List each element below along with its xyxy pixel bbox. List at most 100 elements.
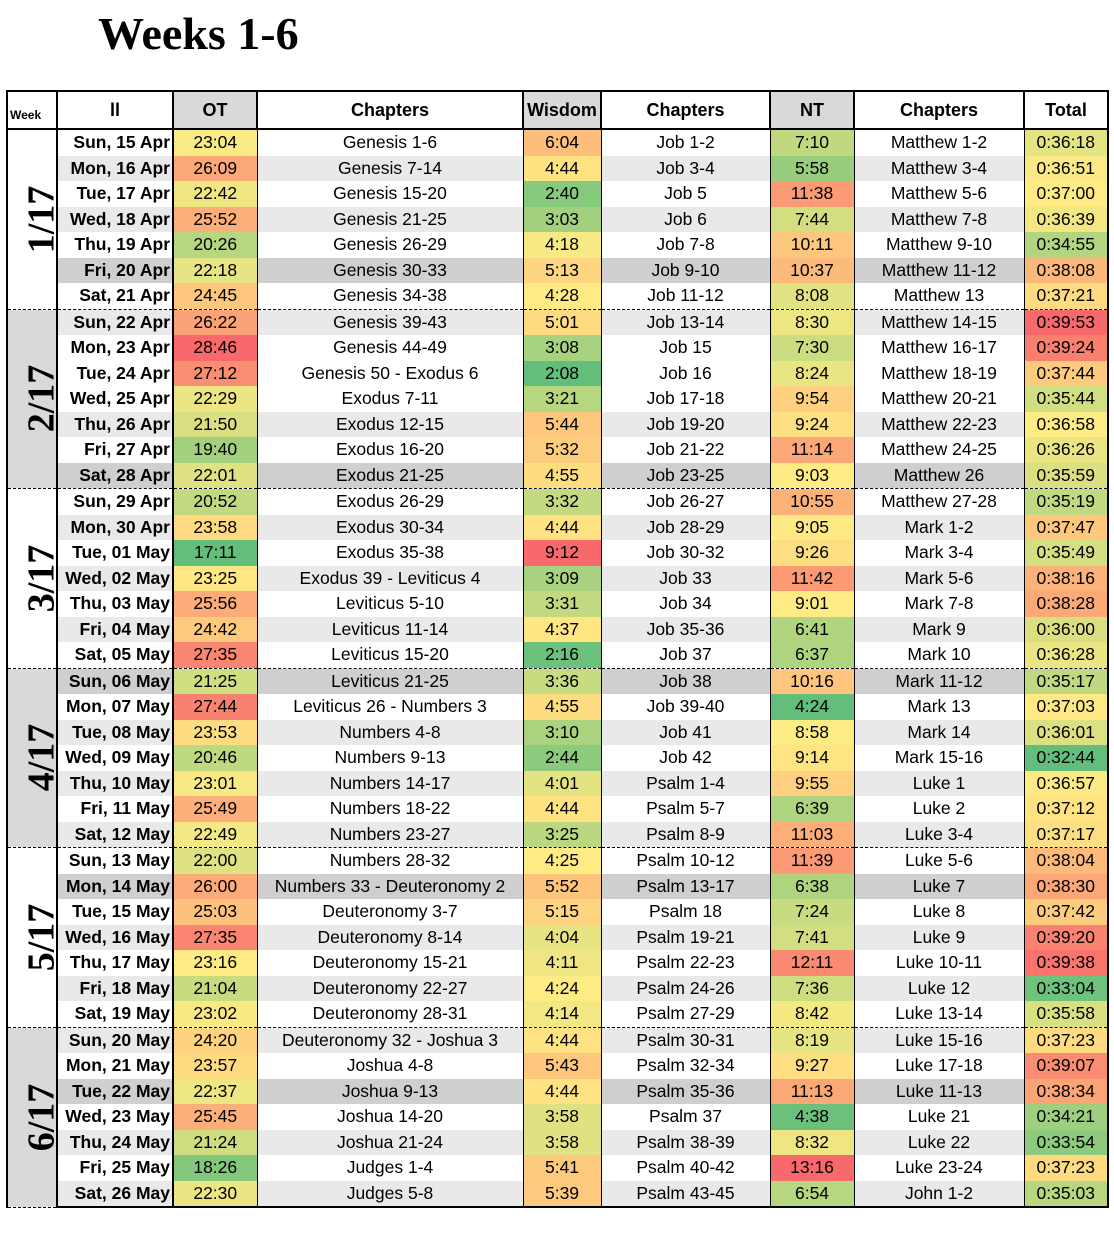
- wisdom-time-cell: 3:58: [523, 1129, 602, 1155]
- header-wisdom: Wisdom: [522, 90, 602, 130]
- total-time-cell: 0:32:44: [1024, 745, 1109, 771]
- total-time-cell: 0:35:19: [1024, 488, 1109, 515]
- total-time-cell: 0:38:16: [1024, 565, 1109, 591]
- nt-chapters-cell: Mark 9: [854, 616, 1025, 642]
- week-label: 1/17: [6, 129, 58, 310]
- ot-time-cell: 28:46: [173, 335, 258, 361]
- ot-time-cell: 23:53: [173, 719, 258, 745]
- wisdom-time-cell: 5:41: [523, 1155, 602, 1181]
- ot-chapters-cell: Numbers 23-27: [257, 821, 524, 848]
- wisdom-time-cell: 3:36: [523, 668, 602, 694]
- ot-time-cell: 23:01: [173, 770, 258, 796]
- table-row: Tue, 08 May 23:53 Numbers 4-8 3:10 Job 41 8:5…: [7, 719, 1109, 745]
- header-row: Week ll OT Chapters Wisdom Chapters NT C…: [6, 90, 1109, 130]
- day-cell: Wed, 25 Apr: [57, 386, 174, 412]
- table-row: 4/17 Sun, 06 May 21:25 Leviticus 21-25 3:36 J…: [6, 668, 1109, 848]
- ot-time-cell: 27:44: [173, 694, 258, 720]
- wisdom-time-cell: 2:40: [523, 181, 602, 207]
- nt-time-cell: 11:13: [770, 1078, 855, 1104]
- nt-time-cell: 8:42: [770, 1001, 855, 1028]
- wisdom-time-cell: 2:08: [523, 360, 602, 386]
- ot-chapters-cell: Exodus 21-25: [257, 462, 524, 489]
- header-nt: NT: [769, 90, 855, 130]
- ot-chapters-cell: Numbers 28-32: [257, 847, 524, 874]
- ot-chapters-cell: Joshua 21-24: [257, 1129, 524, 1155]
- ot-chapters-cell: Genesis 30-33: [257, 257, 524, 283]
- nt-chapters-cell: Luke 22: [854, 1129, 1025, 1155]
- wisdom-chapters-cell: Job 30-32: [601, 540, 771, 566]
- table-row: Mon, 16 Apr 26:09 Genesis 7-14 4:44 Job 3-4 5…: [7, 155, 1109, 181]
- ot-time-cell: 22:42: [173, 181, 258, 207]
- table-row: 5/17 Sun, 13 May 22:00 Numbers 28-32 4:25 Psa…: [6, 847, 1109, 1028]
- ot-chapters-cell: Deuteronomy 15-21: [257, 950, 524, 976]
- table-row: Fri, 27 Apr 19:40 Exodus 16-20 5:32 Job 21-2…: [7, 437, 1109, 463]
- ot-chapters-cell: Numbers 18-22: [257, 796, 524, 822]
- week-label-text: 6/17: [20, 1083, 57, 1151]
- nt-chapters-cell: Matthew 13: [854, 283, 1025, 310]
- total-time-cell: 0:35:58: [1024, 1001, 1109, 1028]
- wisdom-chapters-cell: Job 37: [601, 642, 771, 669]
- wisdom-time-cell: 4:04: [523, 924, 602, 950]
- ot-chapters-cell: Joshua 4-8: [257, 1053, 524, 1079]
- wisdom-chapters-cell: Job 42: [601, 745, 771, 771]
- table-row: Tue, 01 May 17:11 Exodus 35-38 9:12 Job 30-3…: [7, 540, 1109, 566]
- ot-chapters-cell: Exodus 7-11: [257, 386, 524, 412]
- day-cell: Sat, 26 May: [57, 1180, 174, 1208]
- nt-chapters-cell: Luke 23-24: [854, 1155, 1025, 1181]
- wisdom-chapters-cell: Job 23-25: [601, 462, 771, 489]
- day-cell: Wed, 02 May: [57, 565, 174, 591]
- ot-time-cell: 22:37: [173, 1078, 258, 1104]
- ot-chapters-cell: Genesis 7-14: [257, 155, 524, 181]
- wisdom-chapters-cell: Psalm 24-26: [601, 975, 771, 1001]
- total-time-cell: 0:35:44: [1024, 386, 1109, 412]
- ot-chapters-cell: Genesis 15-20: [257, 181, 524, 207]
- ot-time-cell: 25:03: [173, 899, 258, 925]
- wisdom-time-cell: 3:32: [523, 488, 602, 515]
- wisdom-chapters-cell: Job 34: [601, 591, 771, 617]
- wisdom-chapters-cell: Job 28-29: [601, 514, 771, 540]
- wisdom-chapters-cell: Job 19-20: [601, 411, 771, 437]
- table-row: Tue, 17 Apr 22:42 Genesis 15-20 2:40 Job 5 11…: [7, 181, 1109, 207]
- wisdom-chapters-cell: Job 5: [601, 181, 771, 207]
- ot-chapters-cell: Genesis 34-38: [257, 283, 524, 310]
- table-row: Wed, 16 May 27:35 Deuteronomy 8-14 4:04 Psal…: [7, 924, 1109, 950]
- nt-time-cell: 7:24: [770, 899, 855, 925]
- reading-schedule-table: Week ll OT Chapters Wisdom Chapters NT C…: [6, 90, 1109, 1208]
- ot-time-cell: 26:09: [173, 155, 258, 181]
- table-row: Mon, 23 Apr 28:46 Genesis 44-49 3:08 Job 15 7…: [7, 335, 1109, 361]
- nt-chapters-cell: Matthew 14-15: [854, 309, 1025, 335]
- nt-chapters-cell: Mark 15-16: [854, 745, 1025, 771]
- ot-chapters-cell: Exodus 39 - Leviticus 4: [257, 565, 524, 591]
- nt-chapters-cell: Luke 11-13: [854, 1078, 1025, 1104]
- table-row: Fri, 20 Apr 22:18 Genesis 30-33 5:13 Job 9-1…: [7, 257, 1109, 283]
- nt-time-cell: 13:16: [770, 1155, 855, 1181]
- page-title: Weeks 1-6: [98, 8, 299, 59]
- wisdom-chapters-cell: Psalm 10-12: [601, 847, 771, 874]
- wisdom-chapters-cell: Psalm 43-45: [601, 1180, 771, 1208]
- ot-chapters-cell: Genesis 50 - Exodus 6: [257, 360, 524, 386]
- nt-time-cell: 10:11: [770, 232, 855, 258]
- ot-chapters-cell: Numbers 9-13: [257, 745, 524, 771]
- wisdom-chapters-cell: Job 41: [601, 719, 771, 745]
- nt-chapters-cell: Mark 1-2: [854, 514, 1025, 540]
- total-time-cell: 0:36:01: [1024, 719, 1109, 745]
- total-time-cell: 0:37:17: [1024, 821, 1109, 848]
- wisdom-chapters-cell: Psalm 19-21: [601, 924, 771, 950]
- day-cell: Wed, 18 Apr: [57, 206, 174, 232]
- nt-chapters-cell: Mark 11-12: [854, 668, 1025, 694]
- wisdom-chapters-cell: Psalm 37: [601, 1104, 771, 1130]
- nt-chapters-cell: Matthew 16-17: [854, 335, 1025, 361]
- table-row: Thu, 24 May 21:24 Joshua 21-24 3:58 Psalm 38…: [7, 1129, 1109, 1155]
- ot-chapters-cell: Numbers 33 - Deuteronomy 2: [257, 873, 524, 899]
- table-row: Tue, 15 May 25:03 Deuteronomy 3-7 5:15 Psalm…: [7, 899, 1109, 925]
- wisdom-chapters-cell: Job 11-12: [601, 283, 771, 310]
- day-cell: Thu, 10 May: [57, 770, 174, 796]
- table-row: Wed, 23 May 25:45 Joshua 14-20 3:58 Psalm 37…: [7, 1104, 1109, 1130]
- nt-time-cell: 11:38: [770, 181, 855, 207]
- ot-time-cell: 25:45: [173, 1104, 258, 1130]
- week-label: 6/17: [6, 1027, 58, 1208]
- ot-time-cell: 26:22: [173, 309, 258, 335]
- total-time-cell: 0:36:00: [1024, 616, 1109, 642]
- ot-time-cell: 24:20: [173, 1027, 258, 1053]
- nt-time-cell: 7:30: [770, 335, 855, 361]
